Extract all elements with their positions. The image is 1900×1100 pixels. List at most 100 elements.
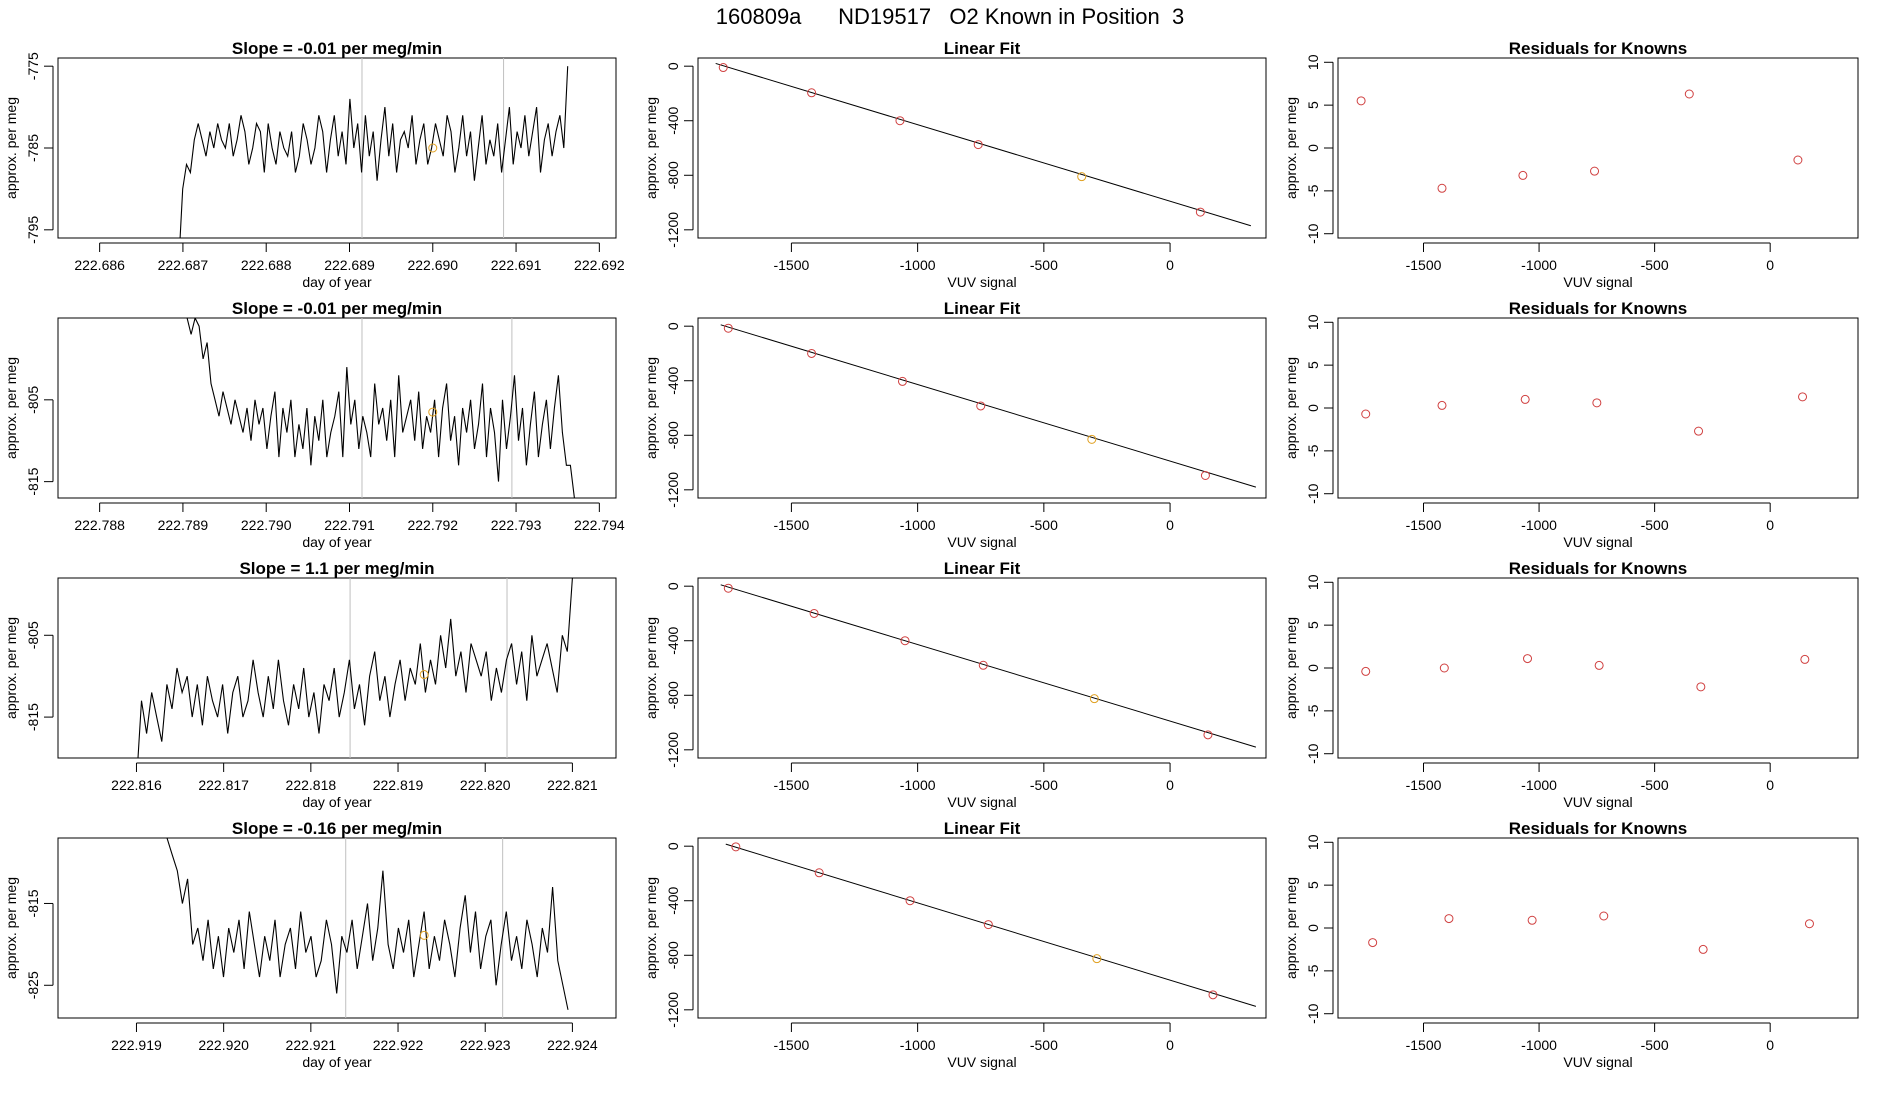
y-tick-label: -825 bbox=[25, 971, 41, 999]
y-tick-label: -800 bbox=[665, 681, 681, 709]
y-tick-label: -1200 bbox=[665, 992, 681, 1028]
data-point bbox=[1437, 183, 1447, 193]
data-point bbox=[1518, 170, 1528, 180]
data-point bbox=[1195, 207, 1205, 217]
x-tick-label: -1500 bbox=[773, 1037, 809, 1053]
x-tick-label: -1000 bbox=[1521, 1037, 1557, 1053]
x-tick-label: -1500 bbox=[1406, 1037, 1442, 1053]
data-point bbox=[723, 583, 733, 593]
data-point bbox=[976, 401, 986, 411]
y-axis-label: approx. per meg bbox=[1283, 97, 1299, 199]
data-point bbox=[1594, 660, 1604, 670]
chart-title: Residuals for Knowns bbox=[1509, 819, 1688, 838]
y-tick-label: -815 bbox=[25, 889, 41, 917]
plot-frame bbox=[1337, 837, 1859, 1019]
x-tick-label: 222.686 bbox=[74, 257, 125, 273]
x-tick-label: -500 bbox=[1030, 257, 1058, 273]
y-tick-label: -400 bbox=[665, 627, 681, 655]
x-axis-label: VUV signal bbox=[947, 794, 1016, 810]
plot-data bbox=[1368, 911, 1814, 954]
position-description: O2 Known in Position 3 bbox=[949, 4, 1185, 29]
data-series-line bbox=[179, 66, 569, 238]
x-axis-label: day of year bbox=[302, 794, 372, 810]
plot-data bbox=[1361, 392, 1808, 436]
plot-frame bbox=[57, 577, 617, 759]
x-tick-label: -1000 bbox=[1521, 777, 1557, 793]
x-tick-label: -500 bbox=[1030, 1037, 1058, 1053]
data-point bbox=[1592, 398, 1602, 408]
y-tick-label: 0 bbox=[665, 582, 681, 590]
y-tick-label: -10 bbox=[1305, 223, 1321, 243]
plot-data bbox=[725, 842, 1257, 1007]
y-tick-label: -400 bbox=[665, 107, 681, 135]
y-tick-label: 5 bbox=[1305, 621, 1321, 629]
data-series-line bbox=[166, 838, 569, 1010]
data-point bbox=[1439, 663, 1449, 673]
data-point bbox=[1696, 682, 1706, 692]
known-point-marker bbox=[428, 407, 438, 417]
plot-data bbox=[137, 578, 573, 758]
y-axis-label: approx. per meg bbox=[643, 877, 659, 979]
known-point-marker bbox=[1087, 434, 1097, 444]
y-tick-label: -5 bbox=[1305, 964, 1321, 977]
data-point bbox=[895, 116, 905, 126]
y-axis-label: approx. per meg bbox=[3, 877, 19, 979]
x-axis-label: VUV signal bbox=[947, 534, 1016, 550]
y-tick-label: 0 bbox=[1305, 664, 1321, 672]
chart-title: Residuals for Knowns bbox=[1509, 39, 1688, 58]
chart-title: Slope = -0.01 per meg/min bbox=[232, 39, 442, 58]
data-point bbox=[1361, 666, 1371, 676]
known-point-marker bbox=[1092, 954, 1102, 964]
y-tick-label: -1200 bbox=[665, 212, 681, 248]
plot-frame bbox=[57, 837, 617, 1019]
x-tick-label: -1000 bbox=[1521, 257, 1557, 273]
data-point bbox=[807, 88, 817, 98]
y-tick-label: -400 bbox=[665, 367, 681, 395]
y-tick-label: 5 bbox=[1305, 881, 1321, 889]
plot-data bbox=[186, 318, 575, 498]
data-point bbox=[973, 140, 983, 150]
y-axis-label: approx. per meg bbox=[643, 617, 659, 719]
chart-title: Residuals for Knowns bbox=[1509, 299, 1688, 318]
data-point bbox=[1694, 426, 1704, 436]
x-tick-label: 222.790 bbox=[241, 517, 292, 533]
plot-data bbox=[1361, 654, 1810, 692]
chart-title: Slope = -0.16 per meg/min bbox=[232, 819, 442, 838]
x-tick-label: 222.688 bbox=[241, 257, 292, 273]
y-tick-label: -805 bbox=[25, 386, 41, 414]
chart-resid-row-1: Residuals for Knowns VUV signal approx. pe… bbox=[1283, 39, 1859, 290]
data-point bbox=[1684, 89, 1694, 99]
chart-fit-row-2: Linear Fit VUV signal approx. per meg -1500… bbox=[643, 299, 1267, 550]
y-tick-label: 0 bbox=[1305, 404, 1321, 412]
y-tick-label: -1200 bbox=[665, 732, 681, 768]
chart-fit-row-4: Linear Fit VUV signal approx. per meg -1500… bbox=[643, 819, 1267, 1070]
x-tick-label: 222.921 bbox=[286, 1037, 337, 1053]
x-tick-label: 222.920 bbox=[198, 1037, 249, 1053]
x-axis-label: day of year bbox=[302, 1054, 372, 1070]
x-tick-label: 222.818 bbox=[286, 777, 337, 793]
y-tick-label: -400 bbox=[665, 887, 681, 915]
data-point bbox=[1356, 96, 1366, 106]
x-tick-label: 222.690 bbox=[407, 257, 458, 273]
y-axis-label: approx. per meg bbox=[1283, 877, 1299, 979]
y-tick-label: 10 bbox=[1305, 834, 1321, 850]
data-point bbox=[814, 868, 824, 878]
y-tick-label: 0 bbox=[665, 322, 681, 330]
y-axis-label: approx. per meg bbox=[1283, 617, 1299, 719]
x-tick-label: -500 bbox=[1641, 517, 1669, 533]
x-tick-label: -1500 bbox=[773, 257, 809, 273]
x-axis-label: day of year bbox=[302, 274, 372, 290]
y-tick-label: 0 bbox=[665, 842, 681, 850]
x-tick-label: -1000 bbox=[900, 777, 936, 793]
data-point bbox=[1437, 400, 1447, 410]
data-point bbox=[718, 63, 728, 73]
data-point bbox=[1368, 938, 1378, 948]
y-tick-label: -795 bbox=[25, 216, 41, 244]
x-tick-label: 0 bbox=[1766, 1037, 1774, 1053]
data-point bbox=[1361, 409, 1371, 419]
x-tick-label: 0 bbox=[1166, 1037, 1174, 1053]
y-tick-label: 5 bbox=[1305, 361, 1321, 369]
fit-line bbox=[720, 584, 1257, 748]
x-tick-label: 0 bbox=[1766, 777, 1774, 793]
data-point bbox=[1527, 915, 1537, 925]
